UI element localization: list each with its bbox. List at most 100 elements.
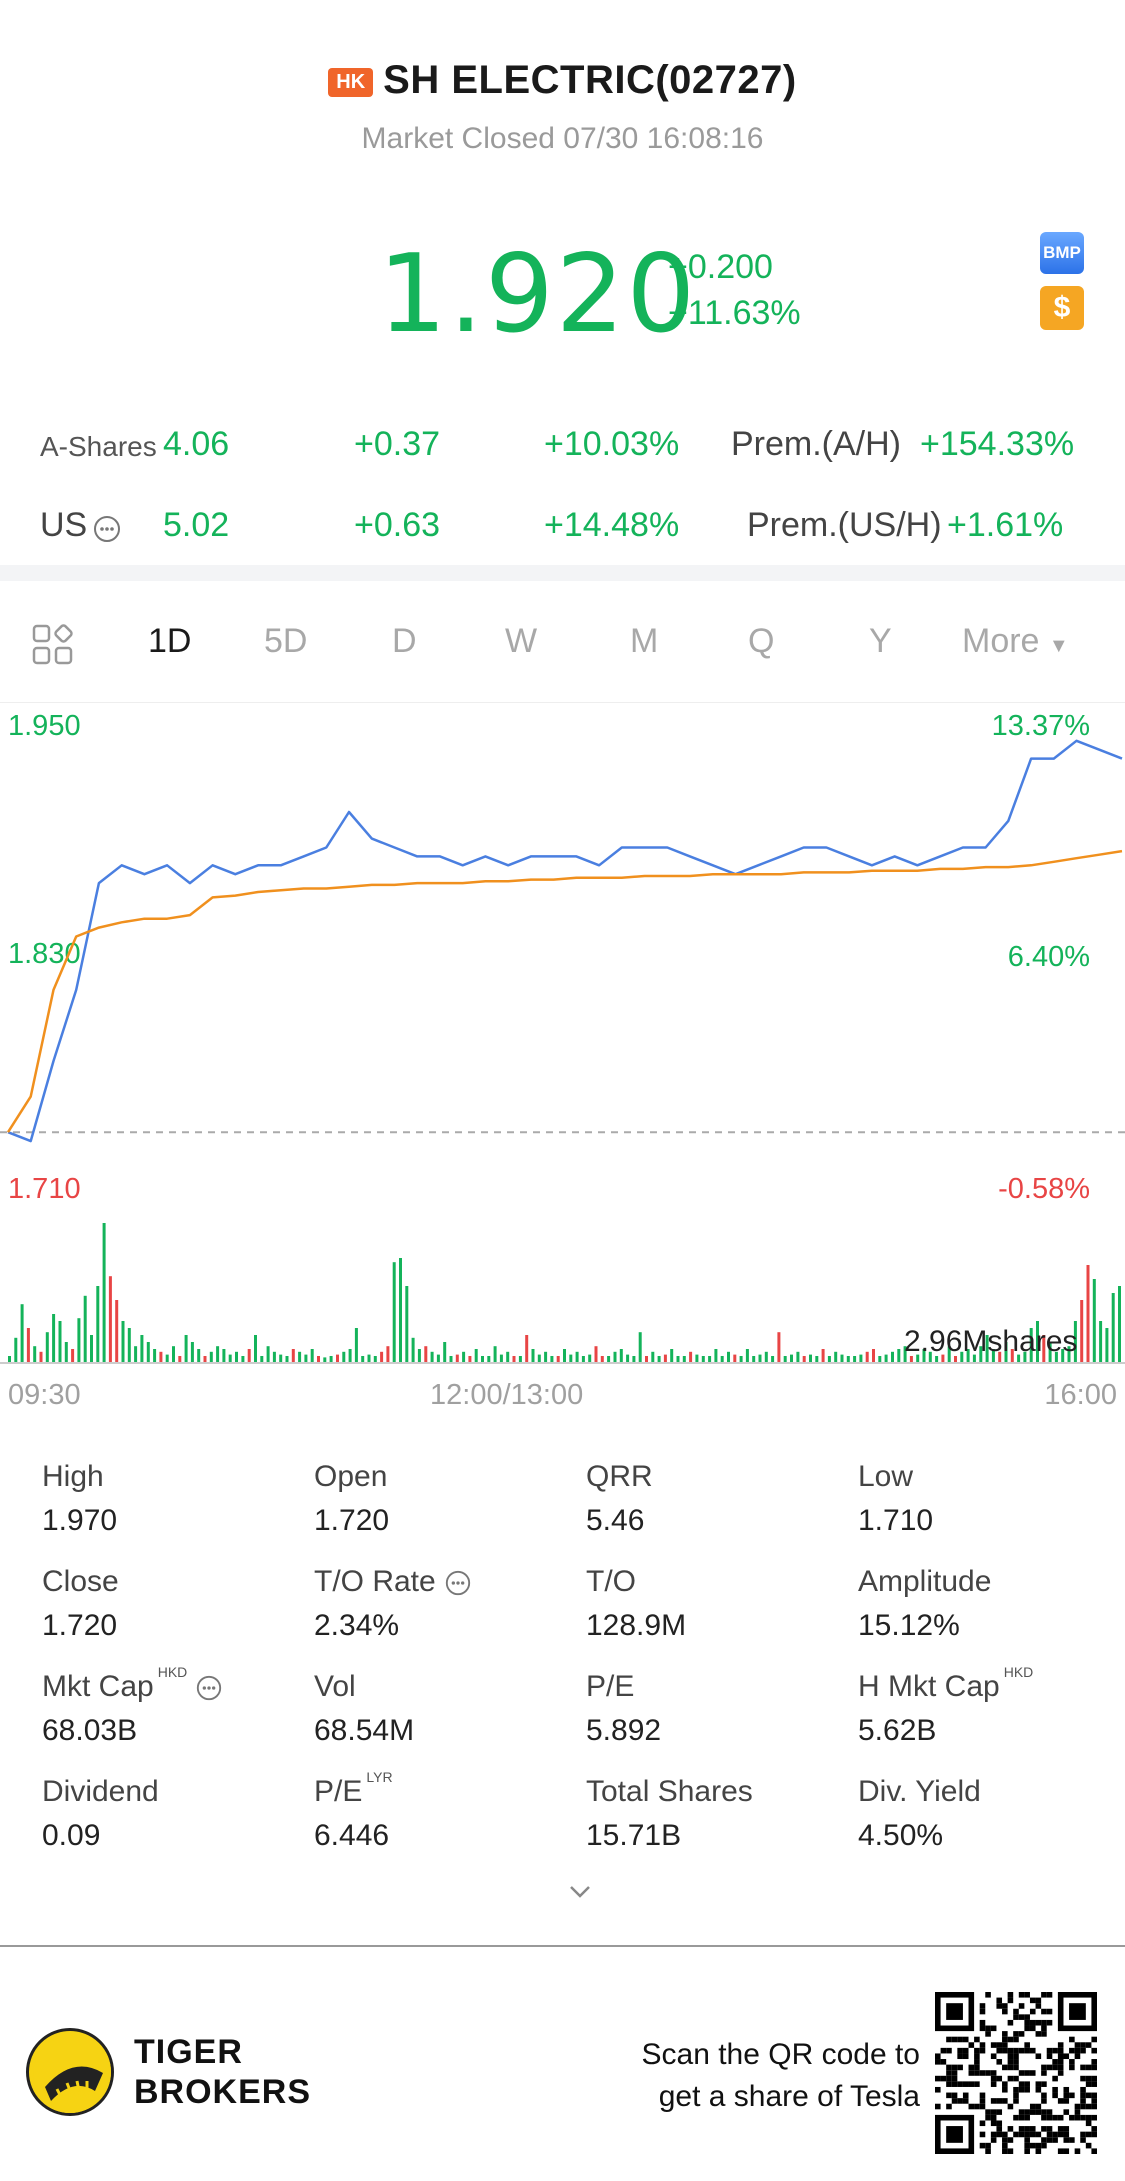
a-shares-row[interactable]: A-Shares 4.06 +0.37 +10.03% Prem.(A/H) +… (0, 425, 1125, 485)
volume-bar (361, 1356, 365, 1363)
bmp-icon[interactable]: BMP (1040, 232, 1084, 274)
volume-bar (809, 1354, 812, 1363)
volume-bar (790, 1354, 793, 1363)
volume-bar (752, 1356, 756, 1363)
tab-y[interactable]: Y (869, 622, 892, 660)
volume-bar (1067, 1346, 1071, 1363)
a-shares-price: 4.06 (163, 425, 230, 463)
volume-bar (884, 1354, 888, 1363)
stat-mkt-cap: Mkt Cap HKD 68.03B (42, 1664, 312, 1748)
stat-value: 68.54M (314, 1714, 415, 1747)
volume-bar (588, 1354, 592, 1363)
stat-label: P/E (586, 1670, 635, 1703)
scan-line-2: get a share of Tesla (658, 2080, 920, 2113)
intraday-chart[interactable]: 1.950 13.37% 1.830 6.40% 1.710 -0.58% 2.… (0, 703, 1125, 1423)
volume-bar (657, 1356, 661, 1363)
volume-bar (815, 1356, 819, 1363)
volume-bar (481, 1356, 484, 1363)
volume-bar (260, 1356, 264, 1363)
volume-bar (291, 1349, 295, 1363)
volume-bar (506, 1351, 510, 1363)
volume-bar (600, 1356, 604, 1363)
header: HK SH ELECTRIC(02727) Market Closed 07/30… (0, 0, 1125, 200)
stat-label: P/E LYR (314, 1769, 393, 1808)
stat-p-e: P/E LYR 6.446 (314, 1769, 584, 1853)
volume-bar (1029, 1328, 1033, 1363)
volume-bar (386, 1346, 390, 1363)
volume-bar (701, 1356, 705, 1363)
info-icon[interactable] (444, 1569, 472, 1597)
volume-bar (392, 1262, 396, 1363)
last-price: 1.920 (378, 232, 698, 357)
tabs-divider (0, 702, 1125, 703)
stat-vol: Vol 68.54M (314, 1670, 584, 1748)
volume-bar (796, 1351, 800, 1363)
stat-t-o-rate: T/O Rate 2.34% (314, 1565, 584, 1643)
volume-bar (228, 1354, 232, 1363)
tab-more[interactable]: More ▼ (962, 622, 1069, 661)
tab-5d[interactable]: 5D (264, 622, 308, 660)
volume-bar (903, 1346, 907, 1363)
volume-bar (96, 1286, 100, 1363)
volume-bar (1099, 1321, 1103, 1363)
stat-value: 68.03B (42, 1714, 138, 1747)
grid-icon[interactable] (32, 624, 74, 666)
volume-bar (1042, 1335, 1046, 1363)
volume-bar (708, 1356, 712, 1363)
volume-bar (272, 1351, 276, 1363)
stat-p-e: P/E 5.892 (586, 1670, 856, 1748)
volume-bar (865, 1351, 869, 1363)
volume-bar (323, 1357, 327, 1363)
info-icon[interactable] (92, 514, 122, 553)
volume-bar (853, 1356, 857, 1363)
time-label-end: 16:00 (1044, 1379, 1117, 1411)
volume-bar (821, 1349, 825, 1363)
volume-bar (304, 1354, 308, 1363)
stat-label: T/O (586, 1565, 636, 1598)
volume-bar (556, 1356, 560, 1363)
tab-q[interactable]: Q (748, 622, 775, 660)
us-row[interactable]: US 5.02 +0.63 +14.48% Prem.(US/H) +1.61% (0, 506, 1125, 566)
volume-bar (354, 1328, 358, 1363)
volume-bar (436, 1354, 440, 1363)
volume-bar (134, 1346, 138, 1363)
volume-bar (1036, 1321, 1039, 1363)
volume-bar (430, 1351, 434, 1363)
volume-bar (26, 1328, 30, 1363)
volume-bar (935, 1356, 939, 1363)
volume-bar (727, 1351, 730, 1363)
info-icon[interactable] (195, 1674, 223, 1702)
volume-bar (745, 1349, 749, 1363)
volume-bar (518, 1356, 522, 1363)
volume-bar (336, 1354, 339, 1363)
volume-bar (348, 1349, 352, 1363)
volume-bar (121, 1321, 125, 1363)
volume-bar (241, 1356, 245, 1363)
volume-label: 2.96Mshares (904, 1325, 1078, 1358)
volume-bar (115, 1300, 119, 1363)
prem-us-label: Prem.(US/H) (747, 506, 942, 544)
volume-bar (1118, 1286, 1121, 1363)
volume-bar (676, 1356, 680, 1363)
tab-w[interactable]: W (505, 622, 538, 660)
volume-bar (846, 1356, 850, 1363)
tab-d[interactable]: D (392, 622, 417, 660)
volume-bar (1010, 1349, 1014, 1363)
volume-bar (840, 1354, 844, 1363)
chevron-down-icon[interactable] (568, 1880, 592, 1904)
stat-value: 1.720 (42, 1609, 118, 1642)
stat-dividend: Dividend 0.09 (42, 1775, 312, 1853)
pct-label-bottom: -0.58% (998, 1173, 1090, 1205)
volume-bar (1105, 1328, 1109, 1363)
volume-bar (8, 1356, 11, 1363)
dollar-icon[interactable]: $ (1040, 286, 1084, 330)
tab-m[interactable]: M (630, 622, 659, 660)
prem-ah-label: Prem.(A/H) (731, 425, 901, 463)
stat-label: Total Shares (586, 1775, 753, 1808)
volume-bar (991, 1349, 995, 1363)
volume-bar (928, 1351, 932, 1363)
tab-1d[interactable]: 1D (148, 622, 192, 660)
us-change: +0.63 (354, 506, 441, 544)
volume-bar (64, 1342, 68, 1363)
volume-bar (45, 1332, 49, 1363)
